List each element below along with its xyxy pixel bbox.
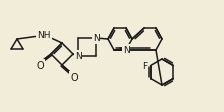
Text: N: N (93, 34, 99, 43)
Text: N: N (75, 52, 81, 61)
Text: NH: NH (37, 31, 51, 40)
Text: F: F (142, 61, 147, 70)
Text: N: N (123, 46, 129, 55)
Text: O: O (70, 72, 78, 82)
Text: O: O (36, 60, 44, 70)
